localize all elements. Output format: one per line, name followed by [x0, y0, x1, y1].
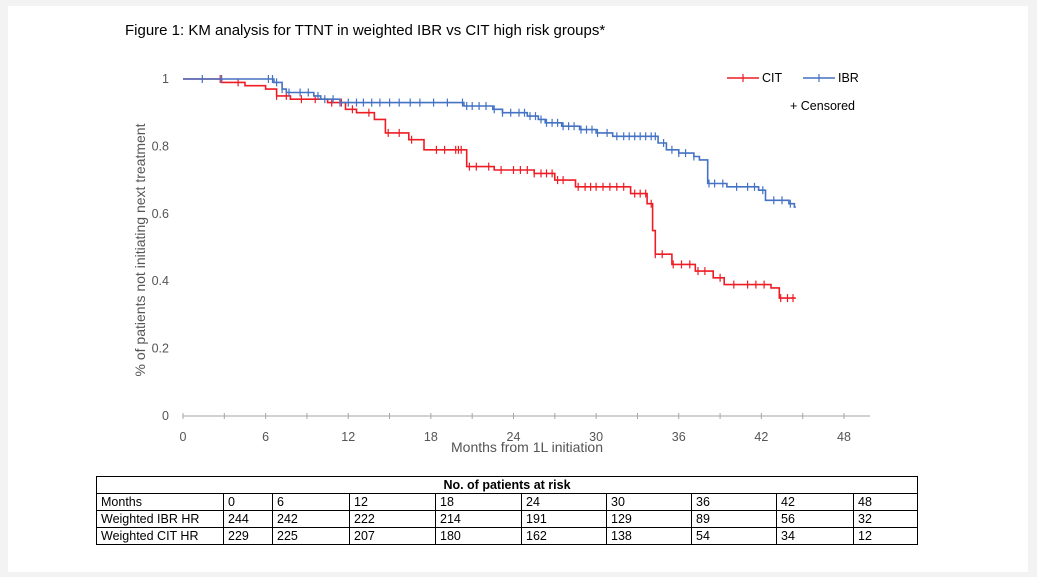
risk-header-cell: 36 [691, 493, 777, 511]
risk-header-cell: 6 [272, 493, 350, 511]
x-axis-label: Months from 1L initiation [451, 439, 603, 455]
y-tick-label: 0.8 [152, 139, 169, 153]
risk-cell: 129 [606, 510, 692, 528]
y-tick-label: 1 [162, 72, 169, 86]
risk-cell: 56 [776, 510, 854, 528]
risk-header-cell: 24 [521, 493, 607, 511]
risk-cell: 54 [691, 527, 777, 545]
risk-cell: 225 [272, 527, 350, 545]
risk-table-row-cit: Weighted CIT HR 229 225 207 180 162 138 … [96, 527, 918, 545]
risk-table-title-row: No. of patients at risk [96, 476, 918, 494]
x-tick-label: 48 [837, 430, 851, 444]
risk-row-label: Weighted IBR HR [96, 510, 224, 528]
risk-table-header-row: Months 0 6 12 18 24 30 36 42 48 [96, 493, 918, 511]
risk-cell: 138 [606, 527, 692, 545]
risk-header-cell: 48 [853, 493, 918, 511]
risk-table-row-ibr: Weighted IBR HR 244 242 222 214 191 129 … [96, 510, 918, 528]
figure-title: Figure 1: KM analysis for TTNT in weight… [125, 22, 606, 39]
x-tick-label: 36 [672, 430, 686, 444]
series-layer [183, 75, 796, 303]
risk-row-label: Weighted CIT HR [96, 527, 224, 545]
x-tick-label: 30 [589, 430, 603, 444]
risk-header-cell: 0 [223, 493, 273, 511]
x-tick-label: 42 [754, 430, 768, 444]
risk-header-cell: 12 [349, 493, 436, 511]
series-line-ibr [183, 78, 796, 208]
chart-axes: 0 6 12 18 24 30 36 42 48 0 0.2 0.4 0.6 0.8 1 [152, 72, 870, 444]
km-chart: 0 6 12 18 24 30 36 42 48 0 0.2 0.4 0.6 0.8 1 + Censore… [132, 71, 870, 455]
risk-header-cell: Months [96, 493, 224, 511]
y-tick-label: 0.2 [152, 342, 169, 356]
risk-cell: 242 [272, 510, 350, 528]
risk-cell: 180 [435, 527, 522, 545]
legend-label-ibr: IBR [838, 71, 859, 85]
legend-censored-label: + Censored [790, 99, 855, 113]
x-tick-label: 12 [341, 430, 355, 444]
risk-header-cell: 42 [776, 493, 854, 511]
x-tick-label: 18 [424, 430, 438, 444]
risk-cell: 207 [349, 527, 436, 545]
risk-cell: 34 [776, 527, 854, 545]
chart-legend: + Censored CIT IBR [727, 71, 859, 113]
series-ibr [183, 75, 796, 208]
risk-cell: 244 [223, 510, 273, 528]
x-tick-label: 6 [262, 430, 269, 444]
risk-table: No. of patients at risk Months 0 6 12 18… [96, 476, 918, 545]
y-tick-label: 0.4 [152, 274, 169, 288]
series-cit [183, 75, 796, 303]
y-tick-label: 0.6 [152, 207, 169, 221]
risk-cell: 12 [853, 527, 918, 545]
risk-cell: 222 [349, 510, 436, 528]
series-line-cit [183, 78, 796, 299]
x-tick-label: 24 [507, 430, 521, 444]
risk-cell: 229 [223, 527, 273, 545]
x-tick-label: 0 [180, 430, 187, 444]
legend-label-cit: CIT [762, 71, 783, 85]
y-axis-label: % of patients not initiating next treatm… [132, 123, 148, 376]
risk-cell: 162 [521, 527, 607, 545]
risk-cell: 214 [435, 510, 522, 528]
risk-table-title: No. of patients at risk [96, 476, 918, 494]
risk-cell: 89 [691, 510, 777, 528]
risk-cell: 32 [853, 510, 918, 528]
risk-header-cell: 30 [606, 493, 692, 511]
risk-cell: 191 [521, 510, 607, 528]
y-tick-label: 0 [162, 409, 169, 423]
risk-header-cell: 18 [435, 493, 522, 511]
